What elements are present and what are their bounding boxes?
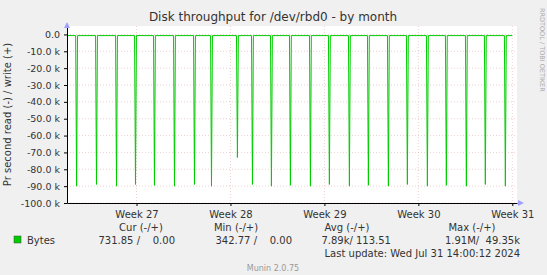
grid-line-y — [67, 203, 517, 204]
y-tick: 0.0 — [45, 29, 67, 40]
x-axis: Week 27 Week 28 Week 29 Week 30 Week 31 — [68, 203, 535, 220]
y-tick-mark — [64, 169, 67, 170]
last-update: Last update: Wed Jul 31 14:00:12 2024 — [325, 248, 520, 259]
x-tick-label: Week 31 — [491, 209, 534, 220]
y-tick: -100.0 k — [21, 198, 67, 209]
x-tick-mark — [512, 203, 513, 206]
x-tick: Week 29 — [303, 203, 346, 220]
y-tick: -80.0 k — [27, 164, 67, 175]
marks — [68, 36, 512, 187]
series-line — [68, 36, 512, 187]
y-tick: -40.0 k — [27, 96, 67, 107]
y-tick-mark — [64, 102, 67, 103]
y-tick-label: -20.0 k — [27, 63, 61, 74]
y-tick-label: -40.0 k — [27, 96, 61, 107]
y-tick: -30.0 k — [27, 80, 67, 91]
legend-value: 342.77 / 0.00 — [215, 235, 292, 246]
x-tick-label: Week 29 — [303, 209, 346, 220]
y-tick-mark — [64, 136, 67, 137]
y-tick: -60.0 k — [27, 130, 67, 141]
y-tick: -10.0 k — [27, 46, 67, 57]
y-tick-label: -100.0 k — [21, 198, 61, 209]
legend-value: 731.85 / 0.00 — [98, 235, 175, 246]
y-tick-mark — [64, 119, 67, 120]
x-tick: Week 27 — [115, 203, 158, 220]
y-tick-mark — [64, 34, 67, 35]
legend-header: Max (-/+) — [448, 222, 495, 233]
legend-value: 1.91M/ 49.35k — [445, 235, 520, 246]
legend-header: Avg (-/+) — [325, 222, 370, 233]
y-tick-label: 0.0 — [45, 29, 60, 40]
chart: Week 27 Week 28 Week 29 Week 30 Week 31 0.0 -1… — [0, 0, 547, 275]
y-tick-mark — [64, 51, 67, 52]
grid — [67, 26, 517, 203]
grid-line-x — [512, 26, 513, 203]
y-tick-mark — [64, 85, 67, 86]
axis-arrow — [64, 22, 70, 28]
grid-line-y — [67, 169, 517, 170]
background — [0, 0, 547, 275]
y-tick-label: -30.0 k — [27, 80, 61, 91]
title: Disk throughput for /dev/rbd0 - by month — [149, 10, 397, 24]
grid-line-y — [67, 118, 517, 119]
legend-swatch — [14, 236, 21, 243]
y-axis: 0.0 -10.0 k -20.0 k -30.0 k -40.0 k -50.0 k -6… — [21, 27, 68, 209]
legend-header: Min (-/+) — [214, 222, 258, 233]
y-tick: -90.0 k — [27, 181, 67, 192]
x-tick-label: Week 28 — [209, 209, 252, 220]
y-tick: -50.0 k — [27, 113, 67, 124]
x-tick-mark — [418, 203, 419, 206]
axis-arrow — [518, 200, 524, 206]
y-tick-label: -70.0 k — [27, 147, 61, 158]
grid-line-y — [67, 186, 517, 187]
y-tick-label: -60.0 k — [27, 130, 61, 141]
x-tick: Week 28 — [209, 203, 252, 220]
x-tick: Week 31 — [491, 203, 534, 220]
x-axis-line — [68, 203, 518, 204]
watermark: RRDTOOL / TOBI OETIKER — [538, 8, 546, 92]
legend-value: 7.89k/ 113.51 — [321, 235, 391, 246]
x-tick-label: Week 30 — [397, 209, 440, 220]
grid-line-y — [67, 135, 517, 136]
plot-area — [67, 26, 517, 203]
grid-line-y — [67, 152, 517, 153]
y-tick-mark — [64, 68, 67, 69]
y-axis-title: Pr second read (-) / write (+) — [2, 43, 13, 186]
grid-line-x — [230, 26, 231, 203]
y-tick-mark — [64, 152, 67, 153]
y-tick-mark — [64, 186, 67, 187]
grid-line-x — [324, 26, 325, 203]
y-axis-line — [67, 27, 68, 204]
x-tick: Week 30 — [397, 203, 440, 220]
y-tick: -70.0 k — [27, 147, 67, 158]
y-tick-label: -90.0 k — [27, 181, 61, 192]
y-tick-mark — [64, 203, 67, 204]
y-tick-label: -50.0 k — [27, 113, 61, 124]
x-tick-mark — [137, 203, 138, 206]
credit: Munin 2.0.75 — [247, 264, 299, 273]
legend-label: Bytes — [27, 235, 55, 246]
y-tick: -20.0 k — [27, 63, 67, 74]
x-tick-mark — [324, 203, 325, 206]
grid-line-y — [67, 34, 517, 35]
y-tick-label: -80.0 k — [27, 164, 61, 175]
x-tick-label: Week 27 — [115, 209, 158, 220]
grid-line-x — [418, 26, 419, 203]
x-tick-mark — [230, 203, 231, 206]
y-tick-label: -10.0 k — [27, 46, 61, 57]
legend-header: Cur (-/+) — [119, 222, 163, 233]
